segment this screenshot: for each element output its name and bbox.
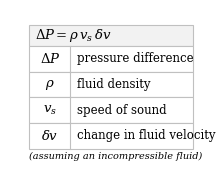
Bar [30,72,193,97]
Bar [30,123,193,149]
Text: $\Delta P$: $\Delta P$ [39,52,60,66]
Text: $\rho$: $\rho$ [45,78,55,92]
Text: $v_s$: $v_s$ [43,104,57,117]
Bar [30,46,193,72]
Text: speed of sound: speed of sound [77,104,166,117]
Text: $\Delta P = \rho\, v_s\, \delta v$: $\Delta P = \rho\, v_s\, \delta v$ [35,27,111,44]
Text: fluid density: fluid density [77,78,150,91]
Text: $\delta v$: $\delta v$ [41,129,59,143]
Text: pressure difference: pressure difference [77,52,193,65]
Bar [30,97,193,123]
Bar [30,25,193,46]
Text: (assuming an incompressible fluid): (assuming an incompressible fluid) [30,152,203,161]
Text: change in fluid velocity: change in fluid velocity [77,129,215,142]
